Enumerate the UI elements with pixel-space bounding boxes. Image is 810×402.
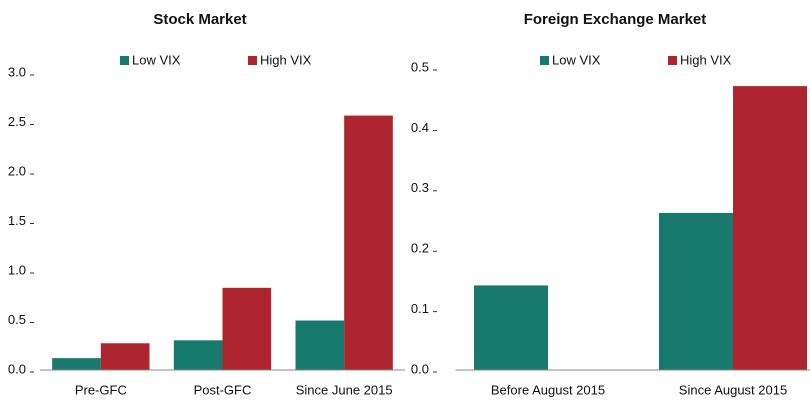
bar — [173, 340, 223, 370]
legend-swatch — [540, 56, 549, 65]
x-tick-label: Since August 2015 — [679, 382, 787, 397]
bar — [474, 285, 548, 370]
bar — [222, 287, 272, 370]
y-tick-label: 0.5 — [411, 59, 429, 74]
legend-label: Low VIX — [132, 52, 181, 67]
y-tick-label: 0.3 — [411, 180, 429, 195]
legend-label: High VIX — [260, 52, 312, 67]
bar — [100, 343, 150, 370]
bar — [52, 358, 101, 370]
bar — [733, 86, 807, 371]
y-tick-label: 0.5 — [8, 312, 26, 327]
y-tick-label: 3.0 — [8, 64, 26, 79]
y-tick-label: 0.2 — [411, 241, 429, 256]
chart-title: Stock Market — [153, 11, 246, 28]
y-tick-label: 2.5 — [8, 114, 26, 129]
y-tick-label: 1.0 — [8, 262, 26, 277]
y-tick-label: 0.1 — [411, 301, 429, 316]
bar — [659, 212, 733, 370]
x-tick-label: Before August 2015 — [491, 382, 605, 397]
legend-label: High VIX — [680, 52, 732, 67]
bar — [295, 320, 345, 370]
legend-swatch — [668, 56, 677, 65]
chart-title: Foreign Exchange Market — [524, 11, 707, 28]
y-tick-label: 2.0 — [8, 163, 26, 178]
y-tick-label: 0.4 — [411, 120, 429, 135]
legend-label: Low VIX — [552, 52, 601, 67]
legend-swatch — [248, 56, 257, 65]
y-tick-label: 1.5 — [8, 213, 26, 228]
bar — [344, 115, 393, 370]
x-tick-label: Since June 2015 — [296, 382, 393, 397]
legend-swatch — [120, 56, 129, 65]
y-tick-label: 0.0 — [411, 361, 429, 376]
y-tick-label: 0.0 — [8, 361, 26, 376]
x-tick-label: Post-GFC — [194, 382, 252, 397]
x-tick-label: Pre-GFC — [75, 382, 127, 397]
